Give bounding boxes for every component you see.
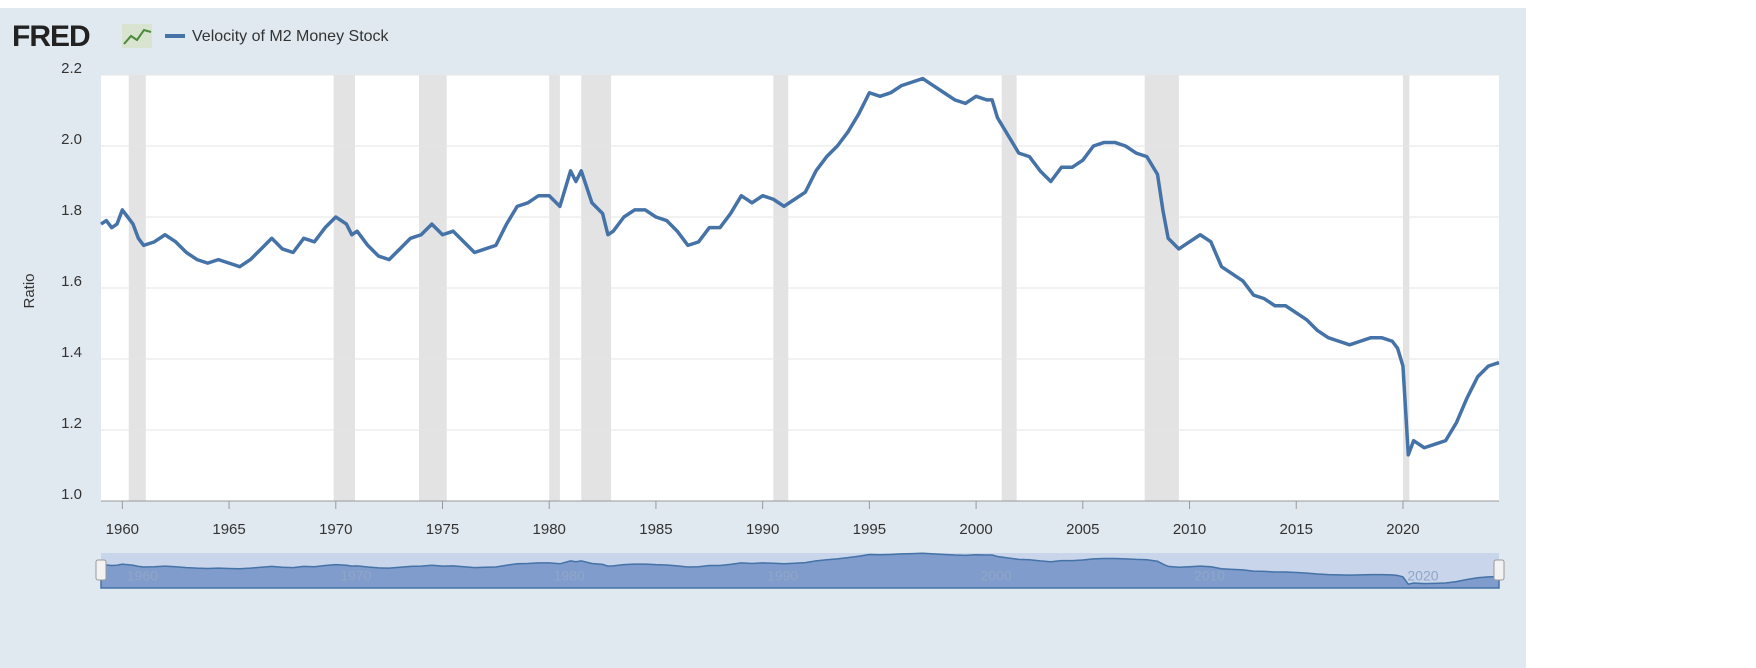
y-tick-label: 1.0 [61, 486, 82, 503]
navigator-area [100, 552, 1500, 589]
x-tick-label: 1960 [106, 521, 139, 538]
icon-line [123, 28, 152, 45]
y-tick-label: 1.6 [61, 273, 82, 290]
navigator-label: 2020 [1407, 568, 1438, 584]
y-axis-label: Ratio [21, 273, 38, 308]
x-tick-label: 2015 [1280, 521, 1313, 538]
y-tick-label: 1.4 [61, 344, 82, 361]
x-tick-label: 1995 [853, 521, 886, 538]
legend-label: Velocity of M2 Money Stock [192, 28, 390, 45]
series-line [100, 76, 1500, 457]
x-tick-label: 1975 [426, 521, 459, 538]
navigator-handle [95, 559, 107, 581]
icon-box [122, 24, 152, 48]
navigator-label: 2010 [1194, 568, 1225, 584]
y-tick-label: 1.2 [61, 415, 82, 432]
navigator-label: 1960 [127, 568, 158, 584]
x-tick-label: 2010 [1173, 521, 1206, 538]
x-tick-label: 2005 [1066, 521, 1099, 538]
y-tick-label: 1.8 [61, 202, 82, 219]
navigator-label: 1980 [554, 568, 585, 584]
x-tick-label: 1980 [533, 521, 566, 538]
navigator-label: 1970 [340, 568, 371, 584]
x-tick-label: 1990 [746, 521, 779, 538]
navigator-label: 1990 [767, 568, 798, 584]
y-tick-label: 2.0 [61, 131, 82, 148]
x-tick-label: 1970 [319, 521, 352, 538]
logo: FRED [12, 20, 90, 53]
logo-icon [122, 24, 152, 48]
navigator-handle [1493, 559, 1505, 581]
x-tick-label: 2020 [1386, 521, 1419, 538]
y-tick-label: 2.2 [61, 60, 82, 77]
navigator-label: 2000 [981, 568, 1012, 584]
x-tick-label: 1985 [639, 521, 672, 538]
x-tick-label: 2000 [959, 521, 992, 538]
x-tick-label: 1965 [212, 521, 245, 538]
